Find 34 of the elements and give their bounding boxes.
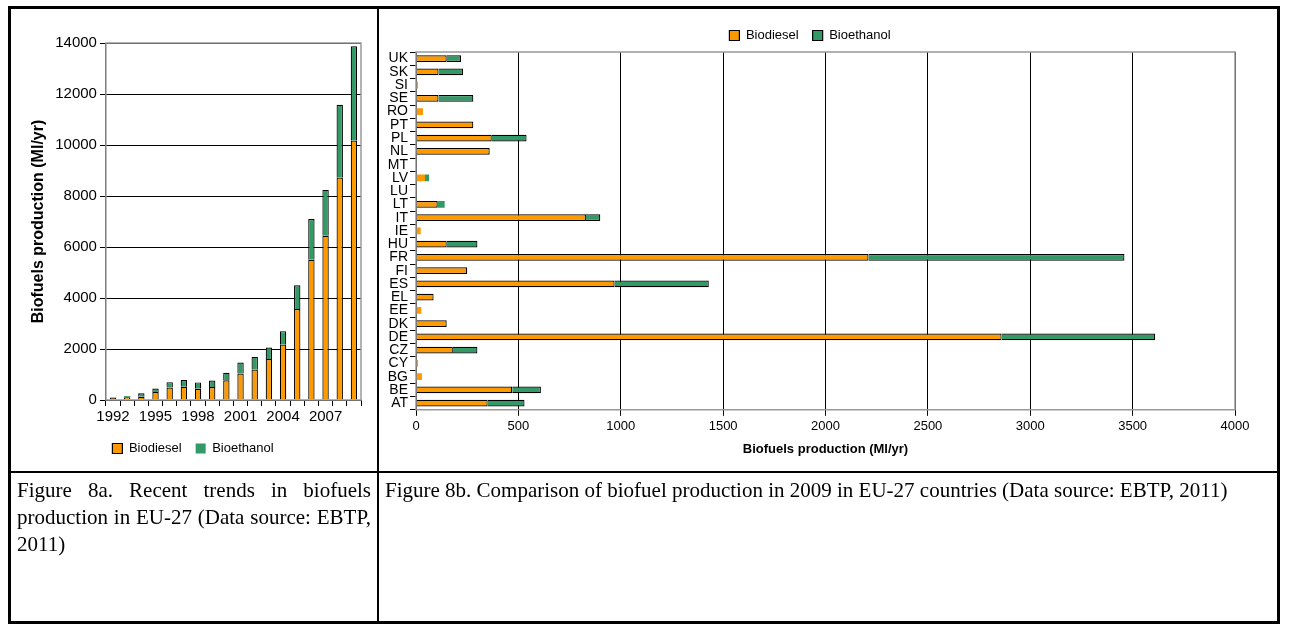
y-tick-label: 0 (88, 390, 97, 408)
caption: Figure 8a. Recent trends in biofuels production in EU-27 (Data source: EBTP, 2011) (17, 477, 371, 558)
x-tick-label: 2500 (913, 418, 943, 434)
y-tick-label: PL (390, 129, 409, 145)
x-tick-label: 0 (412, 418, 420, 434)
y-axis-title: Biofuels production (Ml/yr) (29, 119, 47, 324)
x-tick-label: 2004 (266, 407, 300, 425)
x-tick-label: 500 (507, 418, 530, 434)
caption: Figure 8b. Comparison of biofuel production in 2009 in EU-27 countries (Data source: EBTP, 2011) (385, 477, 1229, 504)
x-tick-label: 4000 (1220, 418, 1250, 434)
x-tick-label: 1995 (138, 407, 173, 425)
y-tick-label: 14000 (55, 33, 97, 51)
x-axis-title: Biofuels production (Ml/yr) (742, 440, 909, 456)
x-tick-label: 3000 (1015, 418, 1045, 434)
y-tick-label: 10000 (55, 135, 97, 153)
y-tick-label: 2000 (63, 339, 97, 357)
legend-label: Biodiesel (128, 440, 182, 456)
x-tick-label: 3500 (1118, 418, 1148, 434)
y-tick-label: 4000 (63, 288, 97, 306)
x-tick-label: 1998 (181, 407, 215, 425)
y-tick-label: 6000 (63, 237, 97, 255)
y-tick-label: 8000 (63, 186, 97, 204)
legend-label: Biodiesel (745, 27, 799, 43)
y-tick-label: 12000 (55, 84, 97, 102)
legend-label: Bioethanol (212, 440, 274, 456)
x-tick-label: 2000 (811, 418, 840, 434)
x-tick-label: 1500 (708, 418, 738, 434)
x-tick-label: 2007 (308, 407, 343, 425)
legend-label: Bioethanol (829, 27, 891, 43)
x-tick-label: 1992 (96, 407, 130, 425)
x-tick-label: 1000 (606, 418, 636, 434)
x-tick-label: 2001 (223, 407, 258, 425)
y-tick-label: AT (391, 394, 409, 411)
y-tick-label: LU (390, 182, 408, 198)
